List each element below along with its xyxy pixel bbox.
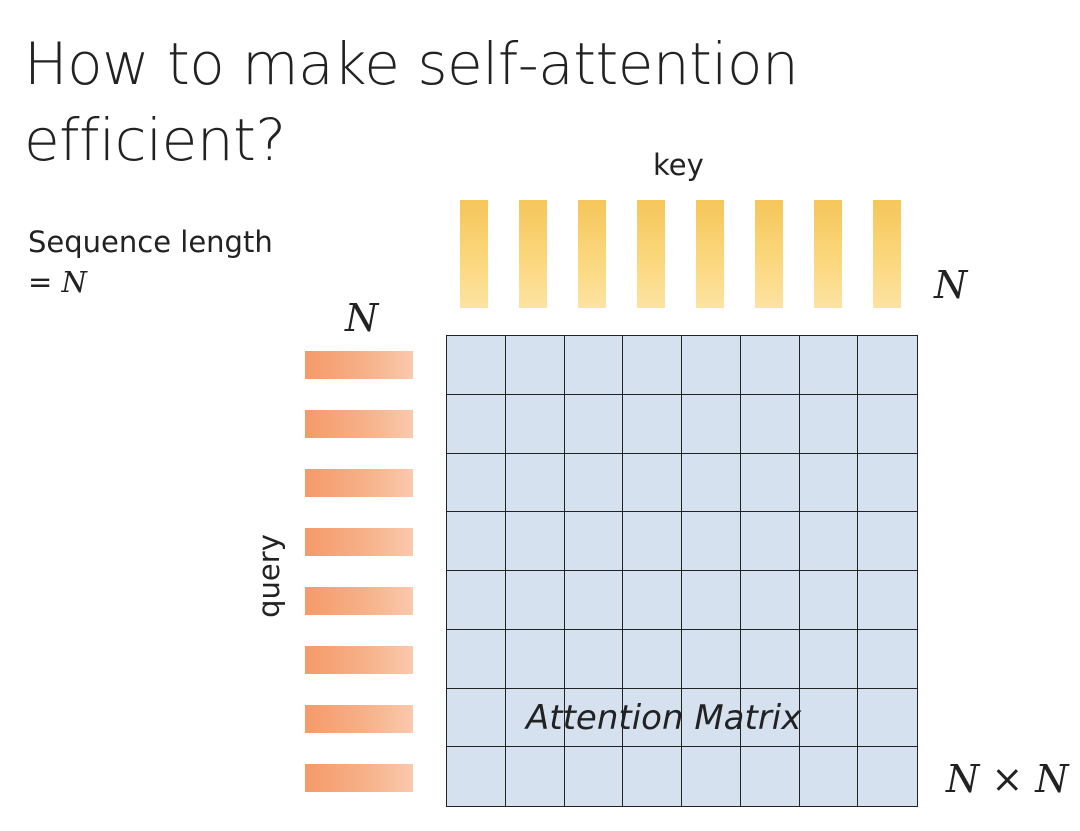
matrix-cell xyxy=(799,629,859,689)
matrix-cell xyxy=(682,747,741,806)
matrix-cell xyxy=(623,629,682,689)
matrix-cell xyxy=(858,336,917,395)
matrix-cell xyxy=(858,630,917,689)
attention-matrix xyxy=(446,335,918,807)
matrix-cell xyxy=(682,394,741,454)
query-vector xyxy=(305,351,413,379)
matrix-cell xyxy=(623,747,682,806)
matrix-cell xyxy=(564,629,624,689)
matrix-cell xyxy=(740,688,800,748)
key-count-n: N xyxy=(934,263,968,307)
matrix-cell xyxy=(447,453,506,513)
matrix-cell xyxy=(740,394,800,454)
matrix-cell xyxy=(858,747,917,806)
query-label: query xyxy=(252,534,286,618)
matrix-cell xyxy=(682,453,741,513)
matrix-cell xyxy=(741,747,800,806)
matrix-cell xyxy=(740,453,800,513)
matrix-cell xyxy=(447,394,506,454)
matrix-size-label: N × N xyxy=(946,757,1069,801)
matrix-cell xyxy=(740,571,800,630)
matrix-cell xyxy=(564,688,624,748)
key-vector xyxy=(755,200,783,308)
matrix-cell xyxy=(799,571,859,630)
matrix-cell xyxy=(799,512,859,571)
matrix-cell xyxy=(505,629,565,689)
matrix-cell xyxy=(564,571,624,630)
query-vector xyxy=(305,410,413,438)
attention-matrix-label: Attention Matrix xyxy=(526,698,802,738)
matrix-cell xyxy=(623,512,682,571)
key-vector xyxy=(578,200,606,308)
matrix-cell xyxy=(623,688,682,748)
matrix-cell xyxy=(505,571,565,630)
slide-title: How to make self-attention efficient? xyxy=(24,26,844,178)
title-line-1: How to make self-attention xyxy=(24,30,799,98)
matrix-cell xyxy=(682,688,741,748)
matrix-cell xyxy=(564,453,624,513)
matrix-cell xyxy=(858,512,917,571)
matrix-cell xyxy=(858,395,917,454)
matrix-cell xyxy=(799,394,859,454)
query-vector xyxy=(305,469,413,497)
query-vector xyxy=(305,587,413,615)
matrix-cell xyxy=(682,336,741,395)
query-count-n: N xyxy=(345,296,379,340)
title-line-2: efficient? xyxy=(24,106,286,174)
key-vector xyxy=(814,200,842,308)
matrix-cell xyxy=(505,453,565,513)
matrix-cell xyxy=(682,571,741,630)
matrix-cell xyxy=(858,689,917,748)
matrix-cell xyxy=(740,512,800,571)
matrix-cell xyxy=(800,747,859,806)
query-vector xyxy=(305,528,413,556)
matrix-cell xyxy=(447,629,506,689)
matrix-cell xyxy=(799,688,859,748)
matrix-cell xyxy=(799,453,859,513)
query-vector xyxy=(305,646,413,674)
matrix-cell xyxy=(447,336,506,395)
matrix-cell xyxy=(565,747,624,806)
matrix-cell xyxy=(506,747,565,806)
matrix-cell xyxy=(505,512,565,571)
query-vectors xyxy=(305,351,413,795)
matrix-cell xyxy=(623,571,682,630)
matrix-cell xyxy=(564,394,624,454)
sequence-length-label: Sequence length = N xyxy=(28,222,273,302)
key-vector xyxy=(873,200,901,308)
matrix-cell xyxy=(505,336,565,395)
matrix-cell xyxy=(447,747,506,806)
matrix-cell xyxy=(682,512,741,571)
query-vector xyxy=(305,764,413,792)
key-vector xyxy=(519,200,547,308)
matrix-cell xyxy=(858,571,917,630)
key-vector xyxy=(637,200,665,308)
sequence-symbol-n: N xyxy=(61,265,87,299)
matrix-cell xyxy=(505,394,565,454)
key-vectors xyxy=(460,200,906,308)
matrix-cell xyxy=(740,629,800,689)
matrix-cell xyxy=(740,336,800,395)
matrix-cell xyxy=(799,336,859,395)
key-label: key xyxy=(653,148,704,182)
matrix-cell xyxy=(682,629,741,689)
matrix-cell xyxy=(623,453,682,513)
matrix-cell xyxy=(447,512,506,571)
query-vector xyxy=(305,705,413,733)
key-vector xyxy=(460,200,488,308)
matrix-cell xyxy=(505,688,565,748)
matrix-cell xyxy=(623,336,682,395)
sequence-length-text: Sequence length xyxy=(28,225,273,259)
matrix-cell xyxy=(623,394,682,454)
matrix-cell xyxy=(447,688,506,748)
sequence-length-equation: = N xyxy=(28,262,273,302)
matrix-cell xyxy=(564,336,624,395)
matrix-cell xyxy=(564,512,624,571)
matrix-cell xyxy=(447,571,506,630)
key-vector xyxy=(696,200,724,308)
equals-sign: = xyxy=(28,265,62,299)
matrix-cell xyxy=(858,454,917,513)
